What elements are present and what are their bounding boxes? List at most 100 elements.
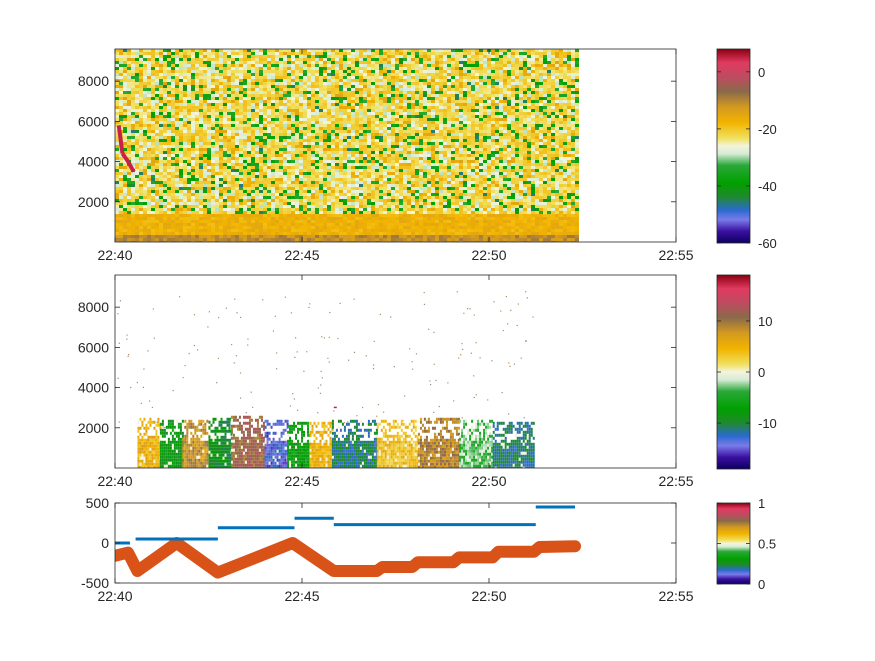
heatmap-cell xyxy=(359,73,363,76)
heatmap-cell xyxy=(383,157,387,160)
heatmap-cell xyxy=(411,115,415,118)
heatmap-cell xyxy=(315,73,319,76)
heatmap-cell xyxy=(243,97,247,100)
heatmap-cell xyxy=(343,82,347,85)
heatmap-cell xyxy=(355,76,359,79)
heatmap-cell xyxy=(311,124,315,127)
heatmap-cell xyxy=(295,82,299,85)
heatmap-cell xyxy=(411,61,415,64)
heatmap-cell xyxy=(131,97,135,100)
heatmap-cell xyxy=(183,226,187,229)
heatmap-cell xyxy=(187,142,191,145)
heatmap-cell xyxy=(407,88,411,91)
heatmap-cell xyxy=(287,220,291,223)
heatmap-cell xyxy=(383,76,387,79)
heatmap-cell xyxy=(235,226,239,229)
heatmap-cell xyxy=(275,97,279,100)
heatmap-cell xyxy=(183,211,187,214)
heatmap-cell xyxy=(347,211,351,214)
heatmap-cell xyxy=(203,241,207,242)
heatmap-cell xyxy=(239,82,243,85)
heatmap-cell xyxy=(375,175,379,178)
heatmap-cell xyxy=(147,220,151,223)
heatmap-cell xyxy=(327,178,331,181)
heatmap-cell xyxy=(335,97,339,100)
heatmap-cell xyxy=(151,130,155,133)
heatmap-cell xyxy=(183,199,187,202)
heatmap-cell xyxy=(363,148,367,151)
heatmap-cell xyxy=(371,103,375,106)
heatmap-cell xyxy=(191,175,195,178)
heatmap-cell xyxy=(355,91,359,94)
heatmap-cell xyxy=(163,100,167,103)
heatmap-cell xyxy=(299,169,303,172)
heatmap-cell xyxy=(215,94,219,97)
heatmap-cell xyxy=(239,163,243,166)
heatmap-cell xyxy=(307,115,311,118)
heatmap-cell xyxy=(139,193,143,196)
heatmap-cell xyxy=(407,61,411,64)
heatmap-cell xyxy=(211,223,215,226)
heatmap-cell xyxy=(171,133,175,136)
heatmap-cell xyxy=(207,175,211,178)
heatmap-cell xyxy=(163,73,167,76)
heatmap-cell xyxy=(171,229,175,232)
heatmap-cell xyxy=(259,157,263,160)
heatmap-cell xyxy=(195,232,199,235)
heatmap-cell xyxy=(227,142,231,145)
heatmap-cell xyxy=(179,232,183,235)
heatmap-cell xyxy=(231,85,235,88)
heatmap-cell xyxy=(159,49,163,52)
heatmap-cell xyxy=(375,91,379,94)
heatmap-cell xyxy=(223,199,227,202)
heatmap-cell xyxy=(151,61,155,64)
heatmap-cell xyxy=(263,106,267,109)
heatmap-cell xyxy=(211,70,215,73)
heatmap-cell xyxy=(179,223,183,226)
heatmap-cell xyxy=(403,49,407,52)
heatmap-cell xyxy=(367,115,371,118)
heatmap-cell xyxy=(147,148,151,151)
heatmap-cell xyxy=(347,85,351,88)
heatmap-cell xyxy=(251,187,255,190)
heatmap-cell xyxy=(319,163,323,166)
heatmap-cell xyxy=(395,175,399,178)
heatmap-cell xyxy=(287,223,291,226)
heatmap-cell xyxy=(399,70,403,73)
heatmap-cell xyxy=(179,52,183,55)
heatmap-cell xyxy=(295,148,299,151)
heatmap-cell xyxy=(319,223,323,226)
heatmap-cell xyxy=(419,82,423,85)
heatmap-cell xyxy=(295,223,299,226)
heatmap-cell xyxy=(123,229,127,232)
heatmap-cell xyxy=(135,196,139,199)
heatmap-cell xyxy=(419,208,423,211)
heatmap-cell xyxy=(363,220,367,223)
heatmap-cell xyxy=(367,70,371,73)
heatmap-cell xyxy=(331,178,335,181)
heatmap-cell xyxy=(219,73,223,76)
heatmap-cell xyxy=(415,67,419,70)
heatmap-cell xyxy=(415,76,419,79)
heatmap-cell xyxy=(387,199,391,202)
heatmap-cell xyxy=(147,61,151,64)
heatmap-cell xyxy=(263,70,267,73)
heatmap-cell xyxy=(311,115,315,118)
heatmap-cell xyxy=(339,100,343,103)
heatmap-cell xyxy=(167,49,171,52)
heatmap-cell xyxy=(235,235,239,238)
heatmap-cell xyxy=(271,175,275,178)
heatmap-cell xyxy=(335,154,339,157)
heatmap-cell xyxy=(199,148,203,151)
heatmap-cell xyxy=(223,106,227,109)
heatmap-cell xyxy=(219,232,223,235)
heatmap-cell xyxy=(355,142,359,145)
heatmap-cell xyxy=(255,226,259,229)
heatmap-cell xyxy=(335,172,339,175)
heatmap-cell xyxy=(311,226,315,229)
heatmap-cell xyxy=(307,91,311,94)
heatmap-cell xyxy=(267,49,271,52)
heatmap-cell xyxy=(391,55,395,58)
heatmap-cell xyxy=(403,208,407,211)
heatmap-cell xyxy=(283,217,287,220)
